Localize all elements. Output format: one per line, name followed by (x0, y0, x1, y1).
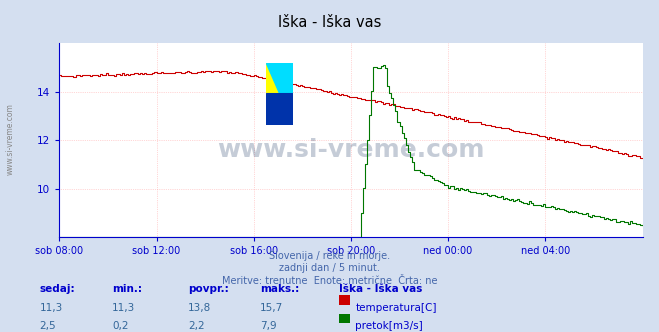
Text: Meritve: trenutne  Enote: metrične  Črta: ne: Meritve: trenutne Enote: metrične Črta: … (221, 276, 438, 286)
Text: maks.:: maks.: (260, 284, 300, 294)
Text: Iška - Iška vas: Iška - Iška vas (339, 284, 423, 294)
Text: 11,3: 11,3 (112, 303, 135, 313)
Text: zadnji dan / 5 minut.: zadnji dan / 5 minut. (279, 263, 380, 273)
Text: 15,7: 15,7 (260, 303, 283, 313)
Text: Iška - Iška vas: Iška - Iška vas (278, 15, 381, 30)
Polygon shape (266, 94, 293, 125)
Bar (266, 94, 293, 125)
Text: 13,8: 13,8 (188, 303, 211, 313)
Text: min.:: min.: (112, 284, 142, 294)
Text: 0,2: 0,2 (112, 321, 129, 331)
Text: povpr.:: povpr.: (188, 284, 229, 294)
Text: www.si-vreme.com: www.si-vreme.com (5, 104, 14, 175)
Text: temperatura[C]: temperatura[C] (355, 303, 437, 313)
Polygon shape (266, 63, 293, 125)
Text: sedaj:: sedaj: (40, 284, 75, 294)
Polygon shape (266, 63, 293, 125)
Text: pretok[m3/s]: pretok[m3/s] (355, 321, 423, 331)
Text: 11,3: 11,3 (40, 303, 63, 313)
Text: Slovenija / reke in morje.: Slovenija / reke in morje. (269, 251, 390, 261)
Text: 2,5: 2,5 (40, 321, 56, 331)
Text: 7,9: 7,9 (260, 321, 277, 331)
Text: 2,2: 2,2 (188, 321, 204, 331)
Text: www.si-vreme.com: www.si-vreme.com (217, 138, 484, 162)
